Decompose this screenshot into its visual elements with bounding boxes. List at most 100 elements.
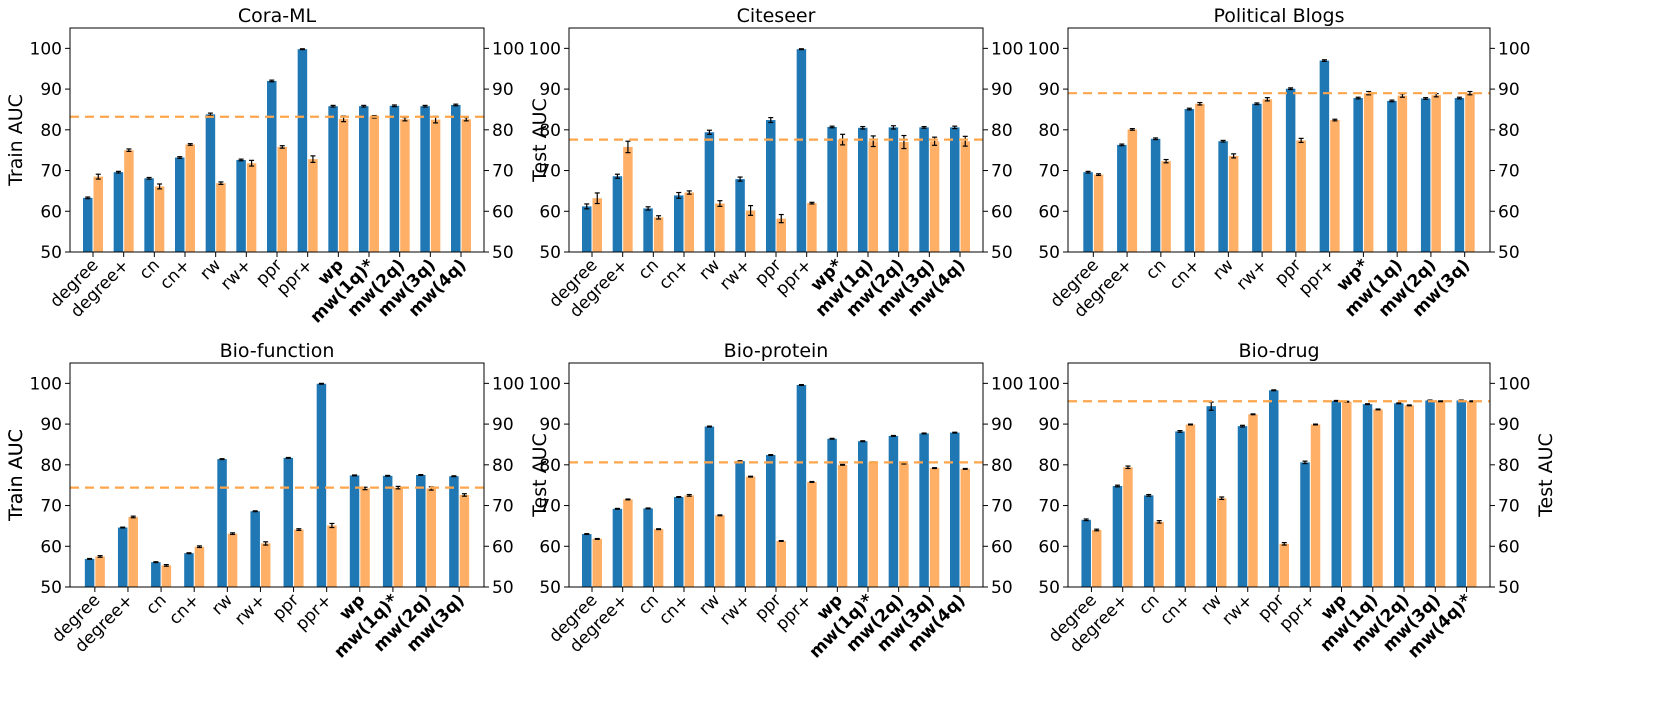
train-bar [267, 80, 277, 252]
train-bar [643, 208, 653, 252]
y2-tick-label: 100 [492, 39, 524, 59]
train-bar [1083, 172, 1093, 252]
test-bar [430, 119, 441, 253]
test-bar [1342, 401, 1352, 587]
y-axis-label: Train AUC [5, 94, 27, 187]
train-bar [1319, 60, 1330, 252]
train-bar [1237, 426, 1248, 587]
test-bar [776, 540, 786, 587]
test-bar [807, 203, 817, 252]
test-bar [929, 468, 940, 587]
train-bar [612, 176, 623, 252]
train-bar [1285, 88, 1296, 252]
train-bar [827, 438, 837, 587]
train-bar [1184, 109, 1195, 252]
y2-tick-label: 100 [1498, 39, 1530, 59]
train-bar [1150, 138, 1161, 252]
test-bar [745, 210, 756, 252]
y-tick-label: 50 [539, 578, 561, 598]
x-tick-label: rw+ [716, 255, 755, 294]
x-tick-label: ppr+ [1275, 590, 1319, 634]
y2-tick-label: 80 [991, 456, 1013, 476]
test-bar [260, 543, 271, 587]
y2-tick-label: 50 [1498, 243, 1520, 263]
y-tick-label: 70 [539, 497, 561, 517]
test-bar [807, 481, 817, 587]
x-tick-label: rw+ [231, 590, 270, 629]
train-bar [858, 441, 868, 587]
train-bar [113, 172, 124, 252]
train-bar [1300, 462, 1310, 587]
y-tick-label: 60 [1038, 202, 1060, 222]
x-tick-label: cn+ [165, 590, 203, 628]
train-bar [1175, 431, 1185, 587]
train-bar [416, 475, 426, 587]
y-tick-label: 50 [1038, 578, 1060, 598]
train-bar [349, 475, 360, 587]
y-tick-label: 70 [40, 497, 62, 517]
train-bar [766, 455, 776, 587]
test-bar [592, 198, 602, 252]
y-tick-label: 60 [40, 202, 62, 222]
y2-tick-label: 50 [1498, 578, 1520, 598]
train-bar [151, 562, 161, 587]
y2-tick-label: 90 [492, 80, 514, 100]
y2-tick-label: 100 [991, 39, 1023, 59]
train-bar [1394, 403, 1404, 587]
train-bar [950, 432, 960, 587]
test-bar [124, 150, 134, 252]
y-tick-label: 90 [1038, 80, 1060, 100]
chart-title: Bio-drug [1238, 340, 1319, 362]
test-bar [327, 525, 337, 587]
y-axis-label: Train AUC [5, 429, 27, 522]
y-tick-label: 100 [529, 374, 561, 394]
train-bar [735, 461, 745, 587]
test-bar [1154, 521, 1164, 587]
train-bar [316, 383, 327, 587]
train-bar [674, 195, 684, 252]
x-tick-label: ppr+ [292, 590, 336, 634]
y2-tick-label: 80 [1498, 121, 1520, 141]
y2-tick-label: 90 [991, 80, 1013, 100]
test-bar [745, 476, 756, 587]
x-tick-label: ppr+ [772, 590, 816, 634]
x-tick-label: rw+ [716, 590, 755, 629]
axes-frame [69, 362, 485, 588]
train-bar [205, 114, 216, 252]
train-bar [217, 459, 227, 587]
y2-tick-label: 70 [492, 497, 514, 517]
train-bar [704, 132, 715, 252]
y-tick-label: 100 [1028, 374, 1060, 394]
y2-tick-label: 50 [991, 243, 1013, 263]
test-bar [1123, 467, 1133, 587]
train-bar [1117, 144, 1127, 252]
x-tick-label: cn+ [655, 590, 693, 628]
test-bar [369, 116, 379, 252]
test-bar [1431, 95, 1441, 252]
test-bar [1404, 405, 1415, 587]
chart-title: Citeseer [737, 5, 816, 27]
y2-tick-label: 80 [1498, 456, 1520, 476]
y2-tick-label: 90 [1498, 415, 1520, 435]
y2-tick-label: 50 [492, 578, 514, 598]
train-bar [582, 534, 592, 587]
train-bar [1456, 400, 1467, 587]
y2-axis-label: Test AUC [529, 98, 551, 183]
y2-tick-label: 80 [991, 121, 1013, 141]
y2-tick-label: 70 [991, 162, 1013, 182]
test-bar [960, 468, 970, 587]
x-tick-label: cn+ [1156, 590, 1194, 628]
y2-tick-label: 50 [492, 243, 514, 263]
test-bar [216, 183, 226, 252]
test-bar [868, 141, 878, 252]
train-bar [888, 435, 899, 587]
y-tick-label: 80 [539, 121, 561, 141]
test-bar [653, 529, 664, 587]
test-bar [684, 495, 694, 587]
test-bar [1093, 174, 1104, 252]
test-bar [426, 488, 437, 587]
test-bar [1091, 529, 1102, 587]
chart-title: Bio-protein [724, 340, 829, 362]
